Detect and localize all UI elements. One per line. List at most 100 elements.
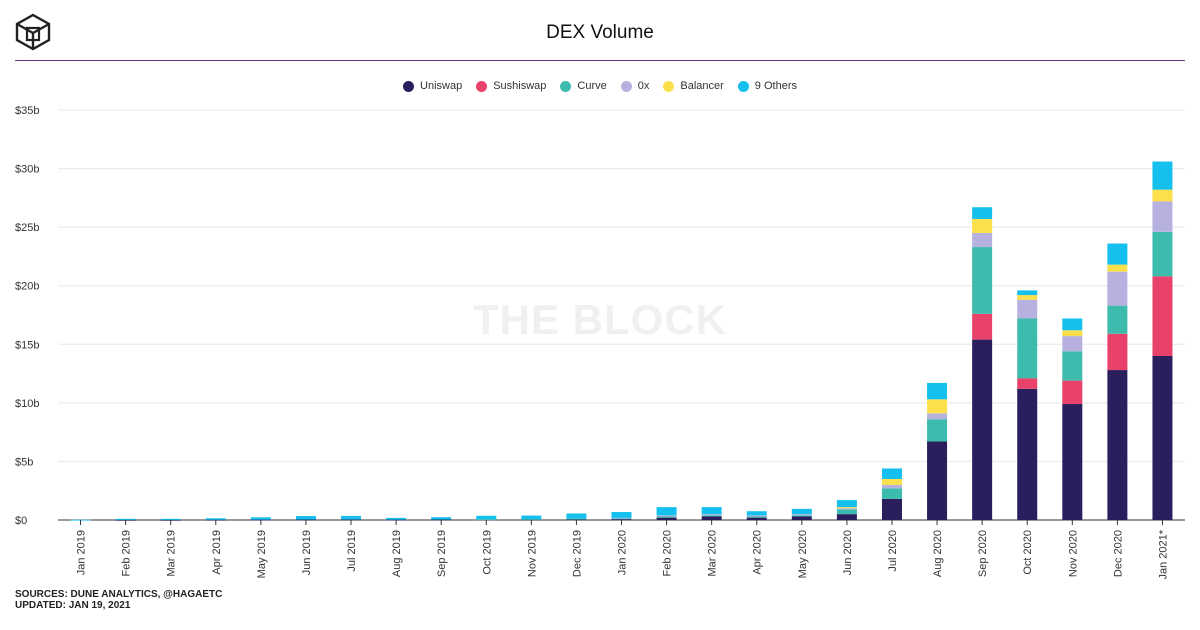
bar-segment <box>431 519 452 521</box>
bar-segment <box>1107 271 1128 306</box>
bar-segment <box>746 517 767 520</box>
bar-segment <box>250 517 271 520</box>
page-title: DEX Volume <box>546 22 654 43</box>
bar-segment <box>1062 330 1083 337</box>
bar-segment <box>881 498 902 520</box>
bar-segment <box>701 507 722 515</box>
bar-segment <box>1107 333 1128 371</box>
bar-segment <box>927 419 948 442</box>
bar-segment <box>1062 318 1083 331</box>
legend-swatch <box>663 80 675 92</box>
x-tick-label: Apr 2020 <box>752 530 764 575</box>
bar-segment <box>972 218 993 233</box>
bar-segment <box>1107 370 1128 520</box>
x-tick-label: Dec 2019 <box>571 530 583 577</box>
bar-segment <box>746 516 767 518</box>
the-block-cube-logo-icon <box>15 13 51 51</box>
x-tick-label: Nov 2019 <box>526 530 538 577</box>
bar-segment <box>611 518 632 520</box>
legend-item: 0x <box>620 80 650 92</box>
legend-item: Balancer <box>663 80 724 92</box>
x-tick-label: Feb 2020 <box>662 530 674 576</box>
bar-segment <box>927 399 948 414</box>
bar-segment <box>1152 356 1173 520</box>
bar-segment <box>205 518 226 520</box>
bar-segment <box>341 519 362 521</box>
x-tick-label: Jan 2021* <box>1157 529 1169 579</box>
bar-segment <box>746 511 767 516</box>
title-divider <box>15 60 1185 61</box>
x-tick-label: May 2020 <box>797 530 809 578</box>
watermark: THE BLOCK <box>473 296 727 343</box>
bar-segment <box>836 514 857 520</box>
x-tick-label: Aug 2019 <box>391 530 403 577</box>
y-tick-label: $5b <box>15 456 33 468</box>
bar-segment <box>115 518 136 520</box>
footer-credits: SOURCES: DUNE ANALYTICS, @HAGAETC UPDATE… <box>15 589 222 611</box>
bar-segment <box>972 339 993 520</box>
legend-label: Curve <box>577 80 607 92</box>
legend-label: 9 Others <box>754 80 797 92</box>
legend-swatch <box>737 80 749 92</box>
bar-segment <box>431 517 452 520</box>
bar-segment <box>1017 378 1038 389</box>
bar-segment <box>566 519 587 520</box>
bar-segment <box>611 518 632 520</box>
bar-segment <box>1062 404 1083 520</box>
bar-segment <box>927 413 948 420</box>
bar-segment <box>701 514 722 516</box>
bar-segment <box>566 518 587 520</box>
bar-segment <box>881 468 902 479</box>
bar-segment <box>927 382 948 400</box>
legend-item: Curve <box>560 80 607 92</box>
x-tick-label: Apr 2019 <box>211 530 223 575</box>
x-tick-label: Jul 2020 <box>887 530 899 572</box>
bar-segment <box>972 233 993 248</box>
x-tick-label: Jan 2020 <box>617 530 629 575</box>
bar-segment <box>1152 189 1173 202</box>
bar-segment <box>1152 201 1173 232</box>
bar-segment <box>881 488 902 499</box>
legend-label: 0x <box>637 80 650 92</box>
legend-item: Sushiswap <box>476 80 546 92</box>
bar-segment <box>701 516 722 520</box>
bar-segment <box>791 514 812 516</box>
bar-segment <box>927 441 948 520</box>
y-tick-label: $20b <box>15 281 39 293</box>
x-tick-label: Sep 2020 <box>977 530 989 577</box>
y-tick-label: $35b <box>15 105 39 117</box>
bar-segment <box>836 500 857 508</box>
x-tick-label: May 2019 <box>256 530 268 578</box>
legend-swatch <box>560 80 572 92</box>
bar-segment <box>341 515 362 520</box>
bar-segment <box>836 507 857 509</box>
bar-segment <box>972 313 993 340</box>
bar-segment <box>611 512 632 518</box>
updated-text: UPDATED: JAN 19, 2021 <box>15 600 131 611</box>
legend-swatch <box>620 80 632 92</box>
bar-segment <box>1017 299 1038 319</box>
legend-swatch <box>476 80 488 92</box>
bar-segment <box>1152 161 1173 190</box>
bar-segment <box>1107 264 1128 272</box>
x-tick-label: Mar 2019 <box>166 530 178 576</box>
x-tick-label: Feb 2019 <box>121 530 133 576</box>
bar-segment <box>566 513 587 519</box>
bar-segment <box>972 207 993 219</box>
x-tick-label: Mar 2020 <box>707 530 719 576</box>
bar-segment <box>1017 290 1038 296</box>
bar-segment <box>1062 336 1083 352</box>
bar-segment <box>476 519 497 521</box>
bar-segment <box>701 515 722 517</box>
bar-segment <box>1017 388 1038 520</box>
y-tick-label: $15b <box>15 339 39 351</box>
bar-segment <box>1152 276 1173 356</box>
bar-segment <box>791 508 812 515</box>
y-tick-label: $0 <box>15 515 27 527</box>
bar-segment <box>656 517 677 520</box>
bar-segment <box>1062 380 1083 405</box>
x-tick-label: Sep 2019 <box>436 530 448 577</box>
bar-segment <box>791 515 812 517</box>
bar-segment <box>746 515 767 517</box>
y-tick-label: $10b <box>15 398 39 410</box>
